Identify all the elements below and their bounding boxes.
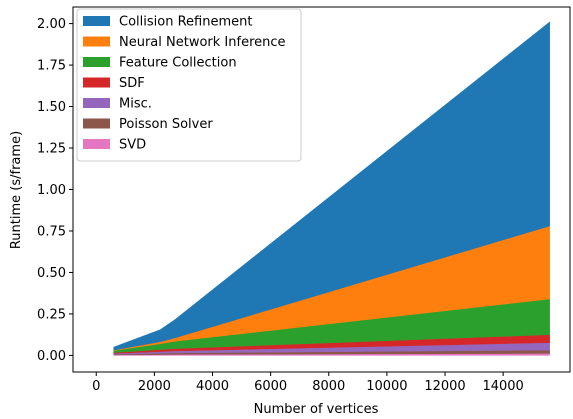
y-tick-label: 0.75 bbox=[37, 224, 66, 239]
legend-label: SDF bbox=[119, 76, 145, 91]
area-layers bbox=[113, 21, 550, 356]
legend-swatch bbox=[83, 139, 110, 149]
x-tick-label: 10000 bbox=[366, 379, 407, 394]
legend-swatch bbox=[83, 57, 110, 67]
y-tick-label: 1.25 bbox=[37, 142, 66, 157]
y-axis-ticks: 0.00 0.25 0.50 0.75 1.00 1.25 1.50 1.75 2.00 bbox=[37, 17, 73, 364]
area-collision-refinement bbox=[113, 21, 550, 351]
x-axis-label: Number of vertices bbox=[254, 402, 379, 417]
legend-label: Collision Refinement bbox=[119, 15, 252, 30]
x-tick-label: 0 bbox=[92, 379, 100, 394]
y-tick-label: 0.00 bbox=[37, 349, 66, 364]
legend-box bbox=[76, 8, 302, 162]
legend-swatch bbox=[83, 77, 110, 88]
legend-label: SVD bbox=[119, 138, 146, 153]
y-tick-label: 2.00 bbox=[37, 17, 66, 32]
x-tick-label: 6000 bbox=[254, 379, 287, 394]
x-tick-label: 12000 bbox=[424, 379, 465, 394]
legend-swatch bbox=[83, 98, 110, 108]
y-tick-label: 1.75 bbox=[37, 59, 66, 74]
legend-swatch bbox=[83, 36, 110, 47]
x-tick-label: 4000 bbox=[196, 379, 229, 394]
x-tick-label: 14000 bbox=[482, 379, 523, 394]
legend-swatch bbox=[83, 16, 110, 26]
legend-label: Poisson Solver bbox=[119, 117, 213, 132]
legend-label: Neural Network Inference bbox=[119, 35, 286, 50]
legend-label: Misc. bbox=[119, 97, 152, 112]
x-tick-label: 8000 bbox=[312, 379, 345, 394]
y-tick-label: 0.50 bbox=[37, 266, 66, 281]
legend-swatch bbox=[83, 118, 110, 129]
y-tick-label: 1.00 bbox=[37, 183, 66, 198]
x-axis-ticks: 0 2000 4000 6000 8000 10000 12000 14000 bbox=[92, 372, 524, 394]
x-tick-label: 2000 bbox=[138, 379, 171, 394]
y-tick-label: 1.50 bbox=[37, 100, 66, 115]
y-axis-label: Runtime (s/frame) bbox=[9, 131, 24, 249]
y-tick-label: 0.25 bbox=[37, 307, 66, 322]
legend-label: Feature Collection bbox=[119, 56, 237, 71]
legend: Collision Refinement Neural Network Infer… bbox=[76, 8, 302, 162]
